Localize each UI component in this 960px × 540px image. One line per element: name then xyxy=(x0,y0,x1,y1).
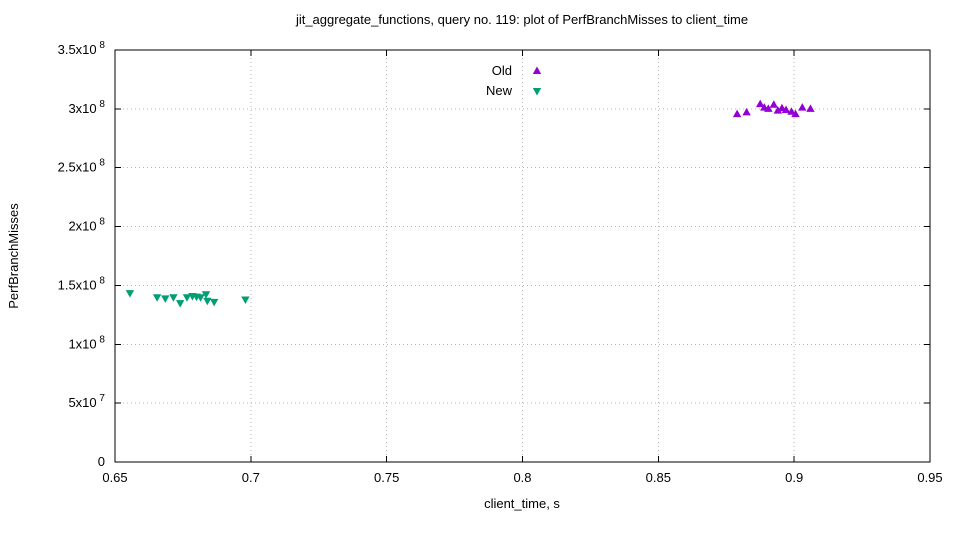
data-point-old xyxy=(798,103,807,111)
data-point-old xyxy=(781,105,791,114)
x-tick-labels: 0.65 0.7 0.75 0.8 0.85 0.9 0.95 xyxy=(102,470,942,485)
y-tick-label: 1.5x10 8 xyxy=(58,275,106,292)
y-tick-label: 3x10 8 xyxy=(68,99,105,116)
data-point-old xyxy=(791,109,800,118)
data-point-new xyxy=(125,290,135,298)
legend-marker-new xyxy=(532,88,542,96)
data-point-new xyxy=(241,296,250,305)
data-point-old xyxy=(742,107,751,116)
y-axis-label: PerfBranchMisses xyxy=(6,203,21,309)
y-tick-label: 2.5x10 8 xyxy=(58,158,106,175)
data-point-old xyxy=(806,104,815,112)
y-tick-label: 3.5x10 8 xyxy=(58,40,106,57)
data-point-new xyxy=(196,294,205,302)
data-point-old xyxy=(787,107,796,115)
legend-label-old: Old xyxy=(492,63,512,78)
data-point-new xyxy=(176,300,185,308)
data-point-new xyxy=(182,294,192,302)
x-tick-label: 0.95 xyxy=(917,470,942,485)
data-point-old xyxy=(732,109,742,118)
x-tick-label: 0.9 xyxy=(785,470,803,485)
legend-label-new: New xyxy=(486,83,513,98)
y-tick-label: 2x10 8 xyxy=(68,217,105,234)
chart-title: jit_aggregate_functions, query no. 119: … xyxy=(295,12,748,27)
legend: Old New xyxy=(486,63,542,98)
y-tick-label: 0 xyxy=(98,454,105,469)
data-point-new xyxy=(209,298,219,307)
data-point-new xyxy=(169,294,178,302)
data-point-old xyxy=(769,100,778,108)
x-tick-label: 0.7 xyxy=(242,470,260,485)
data-point-old xyxy=(764,104,773,112)
data-point-new xyxy=(152,294,162,302)
x-axis-label: client_time, s xyxy=(484,496,560,511)
data-points xyxy=(125,99,815,308)
y-tick-label: 5x10 7 xyxy=(68,393,105,410)
tick-marks xyxy=(114,49,931,463)
data-point-old xyxy=(773,106,783,114)
data-point-new xyxy=(161,295,170,303)
y-tick-label: 1x10 8 xyxy=(68,334,105,351)
data-point-new xyxy=(201,291,211,299)
x-tick-label: 0.8 xyxy=(513,470,531,485)
legend-marker-old xyxy=(532,66,542,74)
x-tick-label: 0.75 xyxy=(374,470,399,485)
x-tick-label: 0.85 xyxy=(646,470,671,485)
data-point-old xyxy=(756,99,765,108)
x-tick-label: 0.65 xyxy=(102,470,127,485)
y-tick-labels: 0 5x10 7 1x10 8 1.5x10 8 2x10 8 2.5x10 8 3x10 … xyxy=(58,40,106,469)
data-point-new xyxy=(203,297,212,306)
